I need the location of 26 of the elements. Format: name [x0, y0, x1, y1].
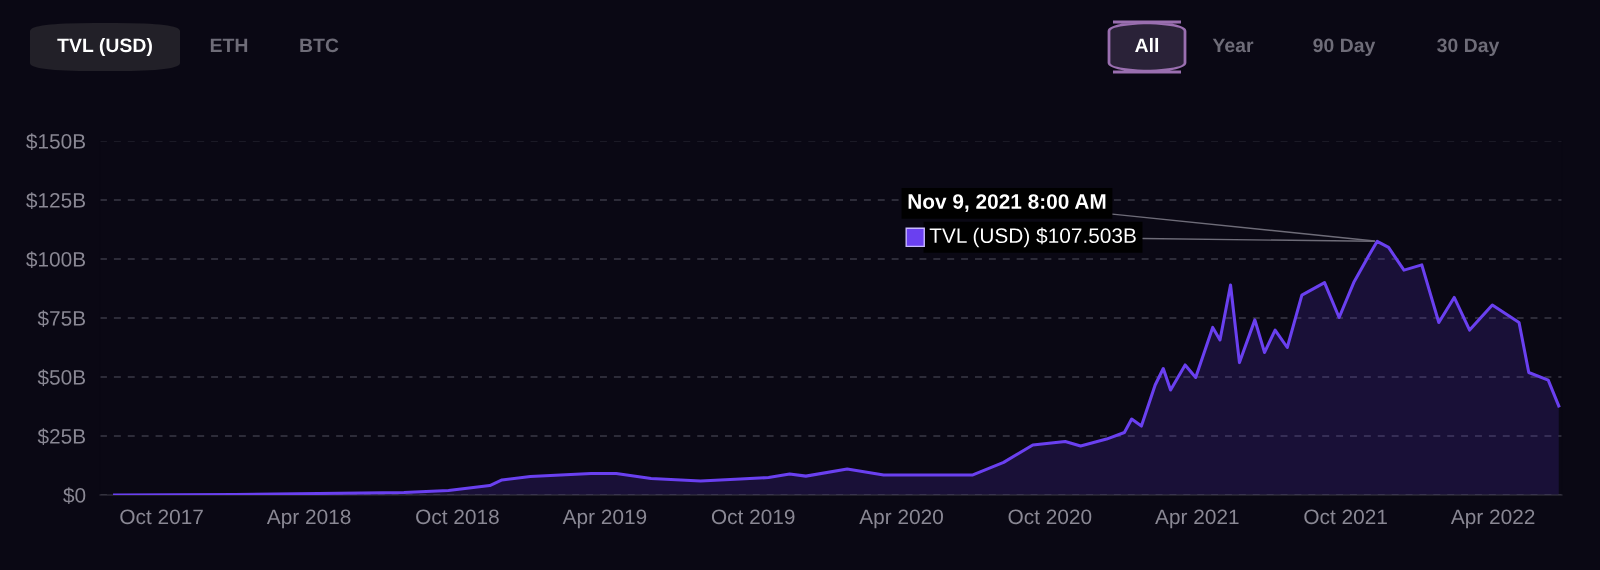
x-tick-label: Apr 2019 — [562, 509, 647, 529]
x-tick-label: Oct 2021 — [1304, 509, 1387, 525]
y-tick-label: $75B — [37, 310, 86, 327]
x-tick-label: Oct 2017 — [120, 509, 203, 525]
y-tick-label: $0 — [63, 487, 86, 504]
x-tick-label: Apr 2022 — [1450, 509, 1535, 529]
x-tick-label: Apr 2020 — [859, 509, 943, 529]
x-tick-label: Apr 2021 — [1155, 509, 1239, 529]
text: ETH — [210, 38, 248, 53]
x-tick-label: Apr 2018 — [266, 509, 351, 529]
y-tick-label: $125B — [26, 192, 86, 209]
annotation: Nov 9, 2021 8:00 AM — [908, 194, 1106, 212]
y-tick-label: $25B — [37, 428, 86, 445]
x-tick-label: Oct 2019 — [711, 509, 795, 525]
y-tick-label: $50B — [37, 369, 86, 386]
y-tick-label: $150B — [26, 133, 86, 150]
text: 30 Day — [1437, 38, 1500, 57]
text: TVL (USD) — [57, 37, 152, 57]
x-tick-label: Oct 2020 — [1008, 509, 1092, 525]
text: BTC — [300, 38, 339, 53]
annotation: TVL (USD) $107.503B — [929, 227, 1136, 248]
y-tick-label: $100B — [26, 251, 86, 268]
x-tick-label: Oct 2018 — [416, 509, 499, 525]
text: Year — [1212, 38, 1254, 53]
text: All — [1135, 37, 1159, 53]
text: 90 Day — [1313, 38, 1376, 57]
